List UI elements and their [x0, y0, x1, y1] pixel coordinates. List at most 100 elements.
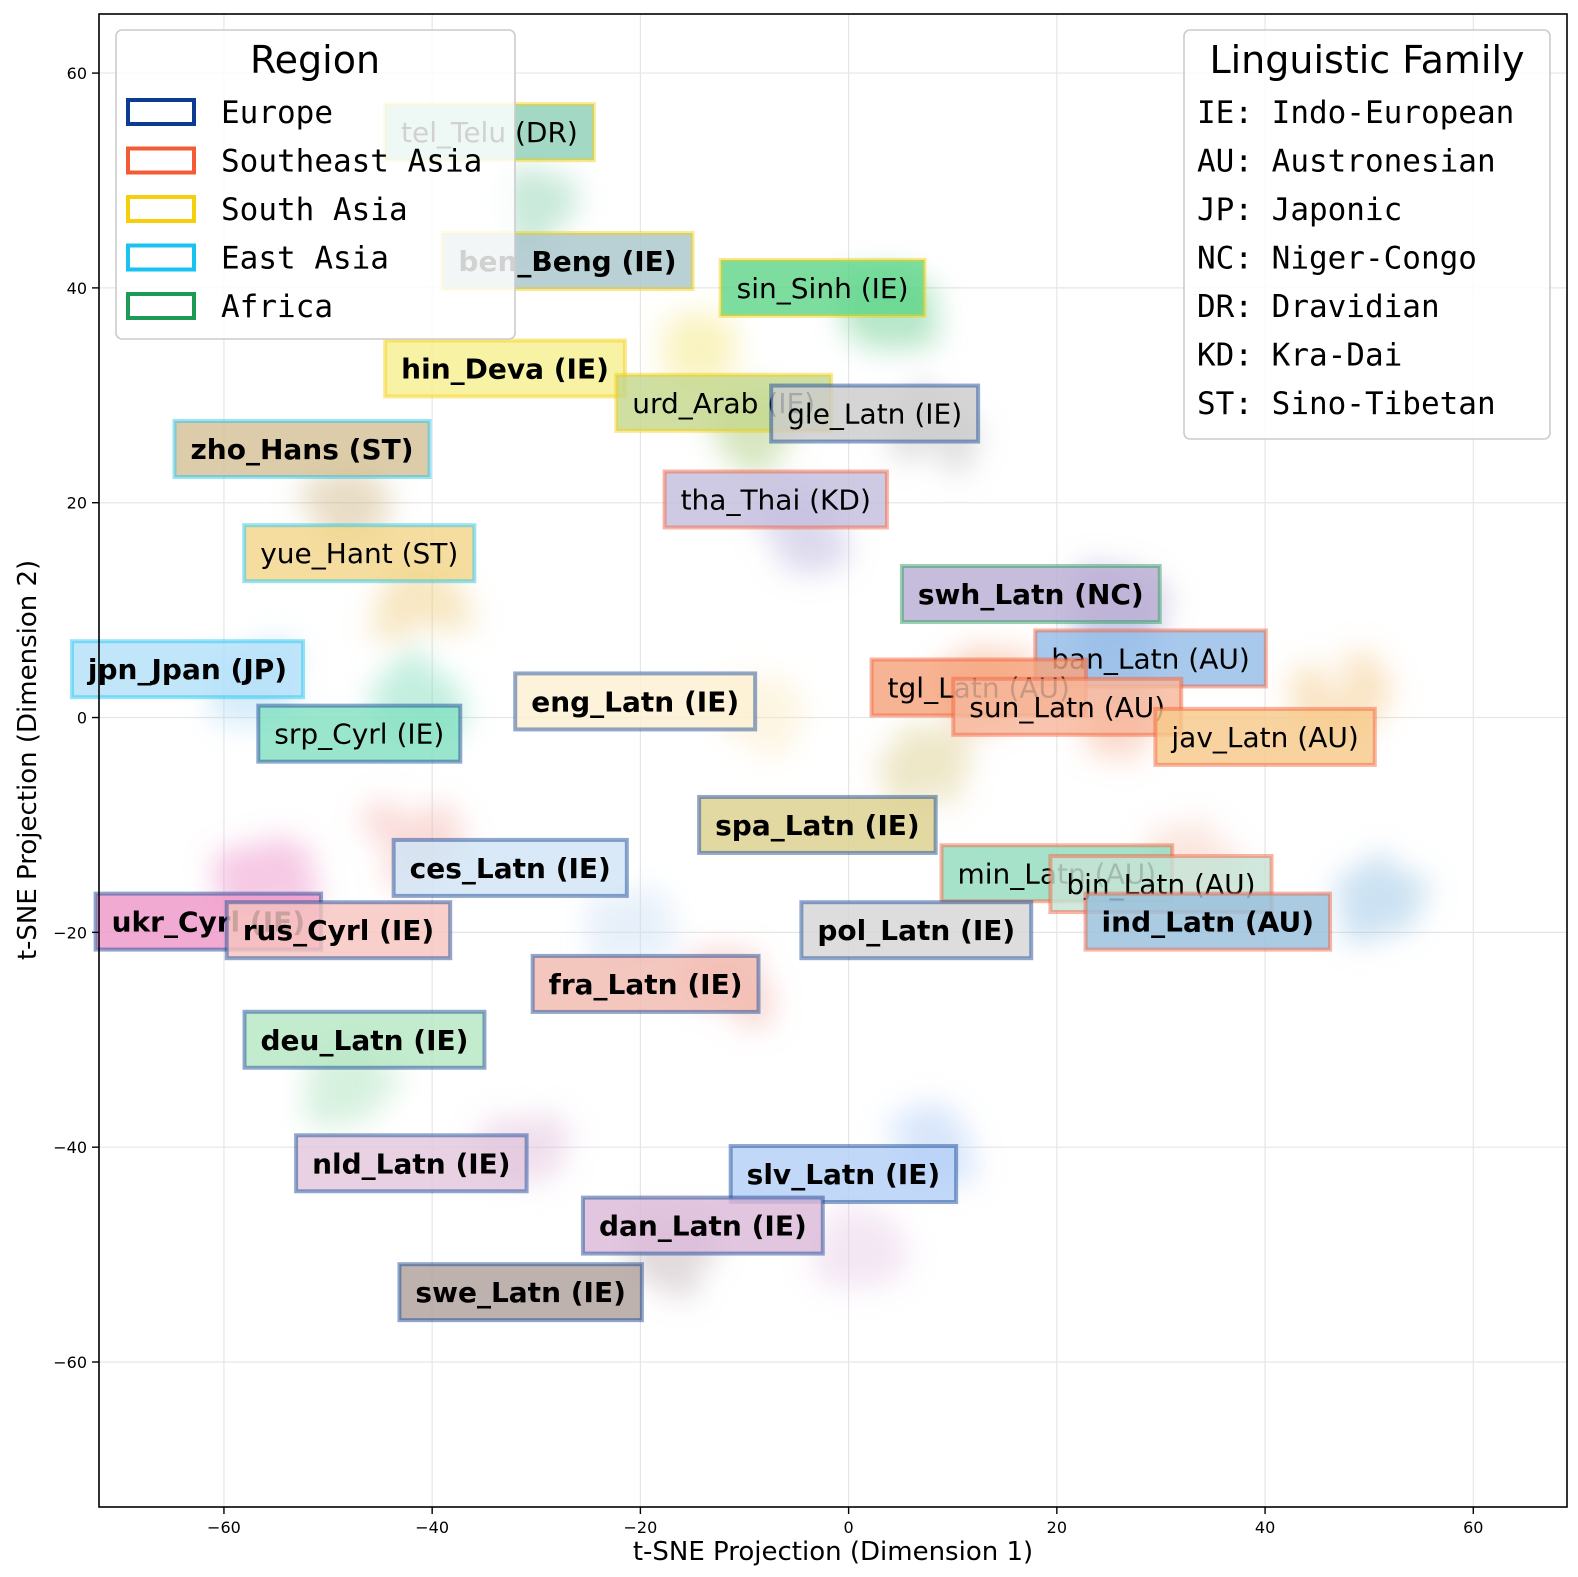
language-box-frame	[1153, 706, 1377, 767]
y-tick-label: −20	[53, 923, 87, 942]
language-box-frame	[172, 419, 432, 480]
scatter-point	[1345, 648, 1374, 692]
region-legend-title: Region	[250, 38, 380, 82]
language-box-frame	[242, 1009, 487, 1070]
scatter-point	[425, 574, 464, 615]
family-legend-entry: ST: Sino-Tibetan	[1197, 386, 1496, 422]
language-label: jav_Latn (AU)	[1170, 721, 1358, 754]
x-tick-label: −20	[624, 1518, 658, 1537]
scatter-point	[633, 927, 663, 964]
scatter-point	[921, 734, 972, 774]
region-legend-label: Africa	[221, 289, 333, 325]
language-box: rus_Cyrl (IE)	[224, 900, 453, 961]
language-box: gle_Latn (IE)	[769, 383, 981, 444]
region-swatch	[126, 195, 196, 223]
language-box-frame	[662, 469, 889, 530]
y-tick-label: −60	[53, 1353, 87, 1372]
language-label: sin_Sinh (IE)	[737, 272, 909, 305]
plot-frame	[98, 13, 1568, 1508]
region-legend-frame	[115, 29, 516, 340]
language-label: srp_Cyrl (IE)	[274, 718, 444, 751]
family-legend-entry: IE: Indo-European	[1197, 95, 1514, 131]
scatter-point	[931, 770, 963, 800]
scatter-point	[369, 611, 413, 641]
language-box-frame	[242, 523, 477, 584]
scatter-point	[622, 901, 668, 927]
region-legend-entry: Southeast Asia	[126, 144, 482, 180]
language-box: eng_Latn (IE)	[513, 671, 758, 732]
scatter-point	[395, 648, 430, 690]
scatter-point	[875, 749, 923, 780]
language-box: tha_Thai (KD)	[662, 469, 889, 530]
language-box: sun_Latn (AU)	[951, 676, 1184, 737]
region-swatch	[126, 243, 196, 272]
language-box-frame	[530, 953, 761, 1014]
language-label: pol_Latn (IE)	[817, 914, 1015, 947]
region-legend-entry: South Asia	[126, 192, 408, 228]
language-box-frame	[391, 837, 629, 898]
scatter-point	[1343, 681, 1381, 707]
language-box: fra_Latn (IE)	[530, 953, 761, 1014]
language-label: fra_Latn (IE)	[549, 968, 743, 1001]
scatter-point	[1372, 897, 1412, 933]
language-box: dan_Latn (IE)	[580, 1195, 825, 1256]
region-legend-entry: East Asia	[126, 241, 389, 277]
language-label: swe_Latn (IE)	[415, 1276, 625, 1309]
family-legend-entry: AU: Austronesian	[1197, 144, 1496, 180]
scatter-point	[767, 716, 798, 748]
language-box-frame	[383, 338, 627, 399]
x-tick-label: 20	[1047, 1518, 1067, 1537]
language-label: swh_Latn (NC)	[918, 578, 1144, 611]
language-box: pol_Latn (IE)	[799, 900, 1034, 961]
language-label: ind_Latn (AU)	[1102, 906, 1315, 939]
y-axis-title: t-SNE Projection (Dimension 2)	[13, 560, 43, 960]
family-legend-entry: NC: Niger-Congo	[1197, 241, 1477, 277]
axis-ticks: −60 −40 −20 0 20 40 60 60 40 20 0 −20 −40 −60	[53, 64, 1483, 1537]
x-tick-label: 0	[844, 1518, 854, 1537]
language-label: nld_Latn (IE)	[312, 1147, 511, 1180]
language-box: hin_Deva (IE)	[383, 338, 627, 399]
language-box: spa_Latn (IE)	[697, 794, 938, 855]
language-label: eng_Latn (IE)	[531, 685, 739, 718]
language-label: dan_Latn (IE)	[599, 1210, 807, 1243]
y-tick-label: −40	[53, 1138, 87, 1157]
region-legend-label: Southeast Asia	[221, 144, 482, 180]
language-label: spa_Latn (IE)	[715, 809, 920, 842]
language-box-frame	[513, 671, 758, 732]
scatter-point	[753, 675, 793, 706]
language-label: slv_Latn (IE)	[747, 1158, 940, 1191]
language-label: tha_Thai (KD)	[681, 483, 871, 516]
language-box: yue_Hant (ST)	[242, 523, 477, 584]
language-box: sin_Sinh (IE)	[718, 257, 927, 318]
region-legend-label: East Asia	[221, 241, 389, 277]
scatter-cluster	[1334, 852, 1430, 945]
family-legend-entry: DR: Dravidian	[1197, 289, 1440, 325]
region-swatch	[126, 146, 196, 175]
language-box-frame	[256, 703, 463, 764]
language-box-frame	[294, 1133, 529, 1194]
language-box: jav_Latn (AU)	[1153, 706, 1377, 767]
language-label: yue_Hant (ST)	[260, 537, 458, 570]
language-box: nld_Latn (IE)	[294, 1133, 529, 1194]
y-tick-label: 0	[77, 709, 87, 728]
x-tick-label: 60	[1463, 1518, 1483, 1537]
language-box: zho_Hans (ST)	[172, 419, 432, 480]
language-labels: tel_Telu (DR)ben_Beng (IE)sin_Sinh (IE)h…	[69, 102, 1377, 1323]
y-tick-label: 20	[67, 494, 87, 513]
scatter-point	[211, 851, 262, 876]
language-label: hin_Deva (IE)	[401, 352, 609, 385]
language-box: srp_Cyrl (IE)	[256, 703, 463, 764]
language-label: zho_Hans (ST)	[191, 433, 414, 466]
language-label-rest: _Beng (IE)	[517, 245, 676, 278]
language-label: ces_Latn (IE)	[410, 852, 611, 885]
language-box-frame	[899, 564, 1162, 625]
scatter-point	[825, 1205, 870, 1234]
language-box-frame	[728, 1144, 959, 1205]
language-label-rest: (DR)	[515, 116, 578, 149]
language-box: swe_Latn (IE)	[397, 1262, 644, 1323]
scatter-cluster	[583, 888, 679, 968]
scatter-point	[664, 1259, 701, 1300]
language-label: gle_Latn (IE)	[787, 398, 962, 431]
scatter-point	[261, 852, 298, 883]
